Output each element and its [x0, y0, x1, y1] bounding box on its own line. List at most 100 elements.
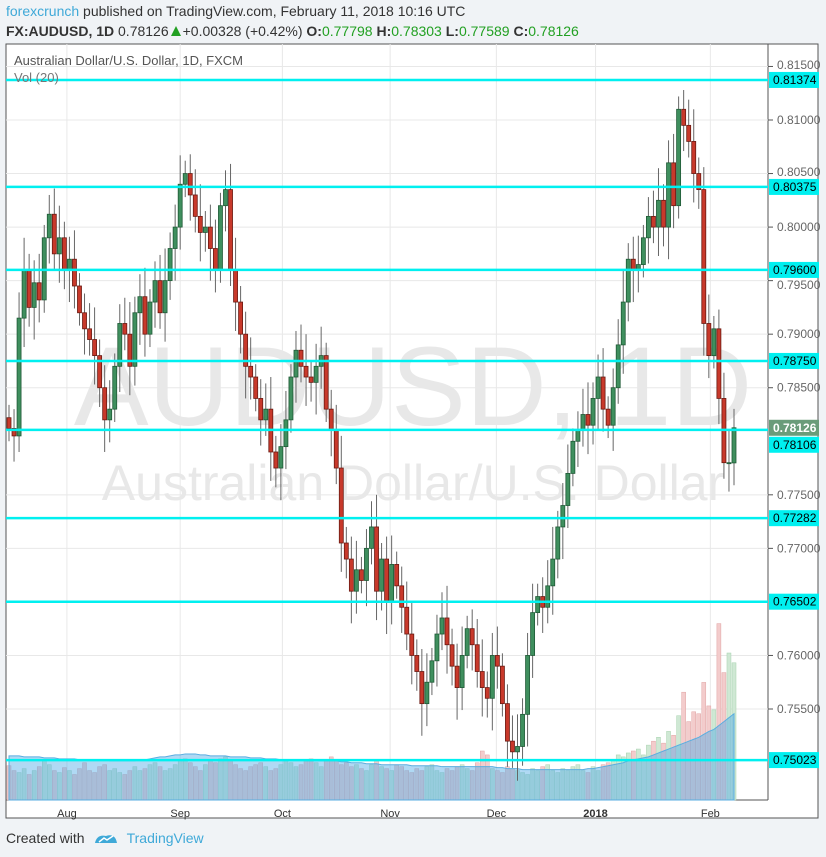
candle-body-down — [343, 542, 349, 560]
candle-body-up — [459, 655, 465, 688]
candle — [505, 684, 510, 767]
high-label: H: — [376, 23, 392, 39]
candle-body-down — [454, 665, 460, 688]
time-tick-label: 2018 — [583, 808, 607, 820]
candle — [202, 211, 208, 252]
candle-body-down — [228, 189, 233, 271]
candle-body-up — [726, 462, 732, 465]
candle-body-up — [293, 349, 299, 378]
candle — [167, 232, 173, 300]
candle — [595, 354, 601, 431]
candle — [122, 297, 128, 351]
candle — [585, 382, 591, 455]
candle-body-down — [374, 526, 379, 592]
watermark-name: Australian Dollar/U.S. Dollar — [102, 455, 724, 511]
candle-body-down — [97, 355, 103, 389]
candle — [454, 643, 460, 720]
candle-body-up — [263, 408, 269, 421]
candle-body-down — [323, 355, 329, 410]
candle-body-down — [87, 328, 92, 340]
candle — [323, 342, 329, 422]
candle — [394, 551, 400, 599]
candle — [701, 167, 707, 356]
candle — [238, 285, 243, 354]
candle-body-down — [630, 258, 636, 271]
candle — [11, 409, 17, 462]
tradingview-link[interactable]: TradingView — [126, 830, 204, 846]
candle-body-up — [545, 585, 551, 608]
price-tick-label: 0.77000 — [777, 541, 821, 555]
candle — [303, 334, 309, 406]
candle-body-down — [238, 301, 243, 335]
candle-body-down — [51, 213, 57, 255]
close-label: C: — [513, 23, 529, 39]
candle-body-down — [192, 194, 198, 217]
candle-body-up — [56, 237, 62, 255]
candle — [500, 653, 505, 717]
candle-body-down — [444, 617, 450, 646]
candle-body-up — [656, 199, 661, 228]
candle-body-down — [187, 173, 193, 196]
candle — [31, 260, 37, 340]
candle-body-down — [706, 323, 712, 356]
candle-body-down — [102, 387, 108, 421]
candle-body-up — [520, 713, 525, 747]
level-price-label: 0.77282 — [773, 511, 817, 525]
candle — [726, 430, 732, 492]
candle — [545, 560, 551, 624]
level-price-badge — [769, 352, 819, 369]
candle-body-up — [530, 612, 536, 656]
candle — [570, 428, 576, 487]
level-price-label: 0.79600 — [773, 263, 817, 277]
candle-body-up — [288, 376, 294, 421]
candle — [379, 543, 384, 611]
candle-body-up — [31, 282, 37, 308]
candle — [535, 583, 541, 626]
candle-body-up — [610, 387, 616, 426]
candle — [273, 435, 279, 488]
level-price-badge — [769, 71, 819, 88]
candle — [696, 157, 702, 209]
candle-body-up — [575, 430, 581, 442]
candle — [172, 204, 178, 281]
candle — [560, 483, 566, 560]
candle-body-up — [147, 301, 153, 335]
candle — [243, 311, 249, 399]
candle — [620, 269, 626, 374]
candle-body-up — [560, 505, 566, 528]
candle — [681, 90, 687, 152]
candle — [132, 296, 138, 386]
level-price-label: 0.76502 — [773, 595, 817, 609]
candle-body-down — [394, 564, 400, 587]
candle — [92, 307, 97, 385]
volume-indicator-label[interactable]: Vol (20) — [14, 70, 59, 85]
candle-body-down — [36, 282, 42, 301]
candle — [550, 526, 556, 615]
publisher-link[interactable]: forexcrunch — [6, 3, 80, 19]
candle-body-down — [11, 428, 17, 437]
candle-body-down — [409, 633, 415, 656]
candle-body-down — [510, 740, 515, 753]
candle-body-up — [369, 526, 374, 549]
candle-body-up — [555, 526, 561, 560]
candle-body-down — [701, 189, 707, 324]
candle — [253, 364, 259, 412]
candle — [278, 424, 284, 501]
candle — [419, 649, 425, 736]
watermark-symbol: AUDUSD, 1D — [74, 324, 752, 449]
candle-body-up — [595, 376, 601, 399]
published-text: published on TradingView.com, February 1… — [83, 3, 466, 19]
candle-body-down — [696, 173, 702, 191]
price-tick-label: 0.80000 — [777, 220, 821, 234]
candle-body-up — [67, 258, 72, 271]
price-tick-label: 0.76000 — [777, 648, 821, 662]
candle — [525, 632, 530, 747]
candle-body-down — [600, 376, 606, 410]
candle — [565, 444, 571, 529]
candle-body-down — [605, 408, 611, 426]
candle-body-up — [46, 213, 52, 239]
candle-body-up — [218, 205, 223, 271]
candle-body-up — [313, 365, 319, 383]
candle — [369, 501, 374, 565]
